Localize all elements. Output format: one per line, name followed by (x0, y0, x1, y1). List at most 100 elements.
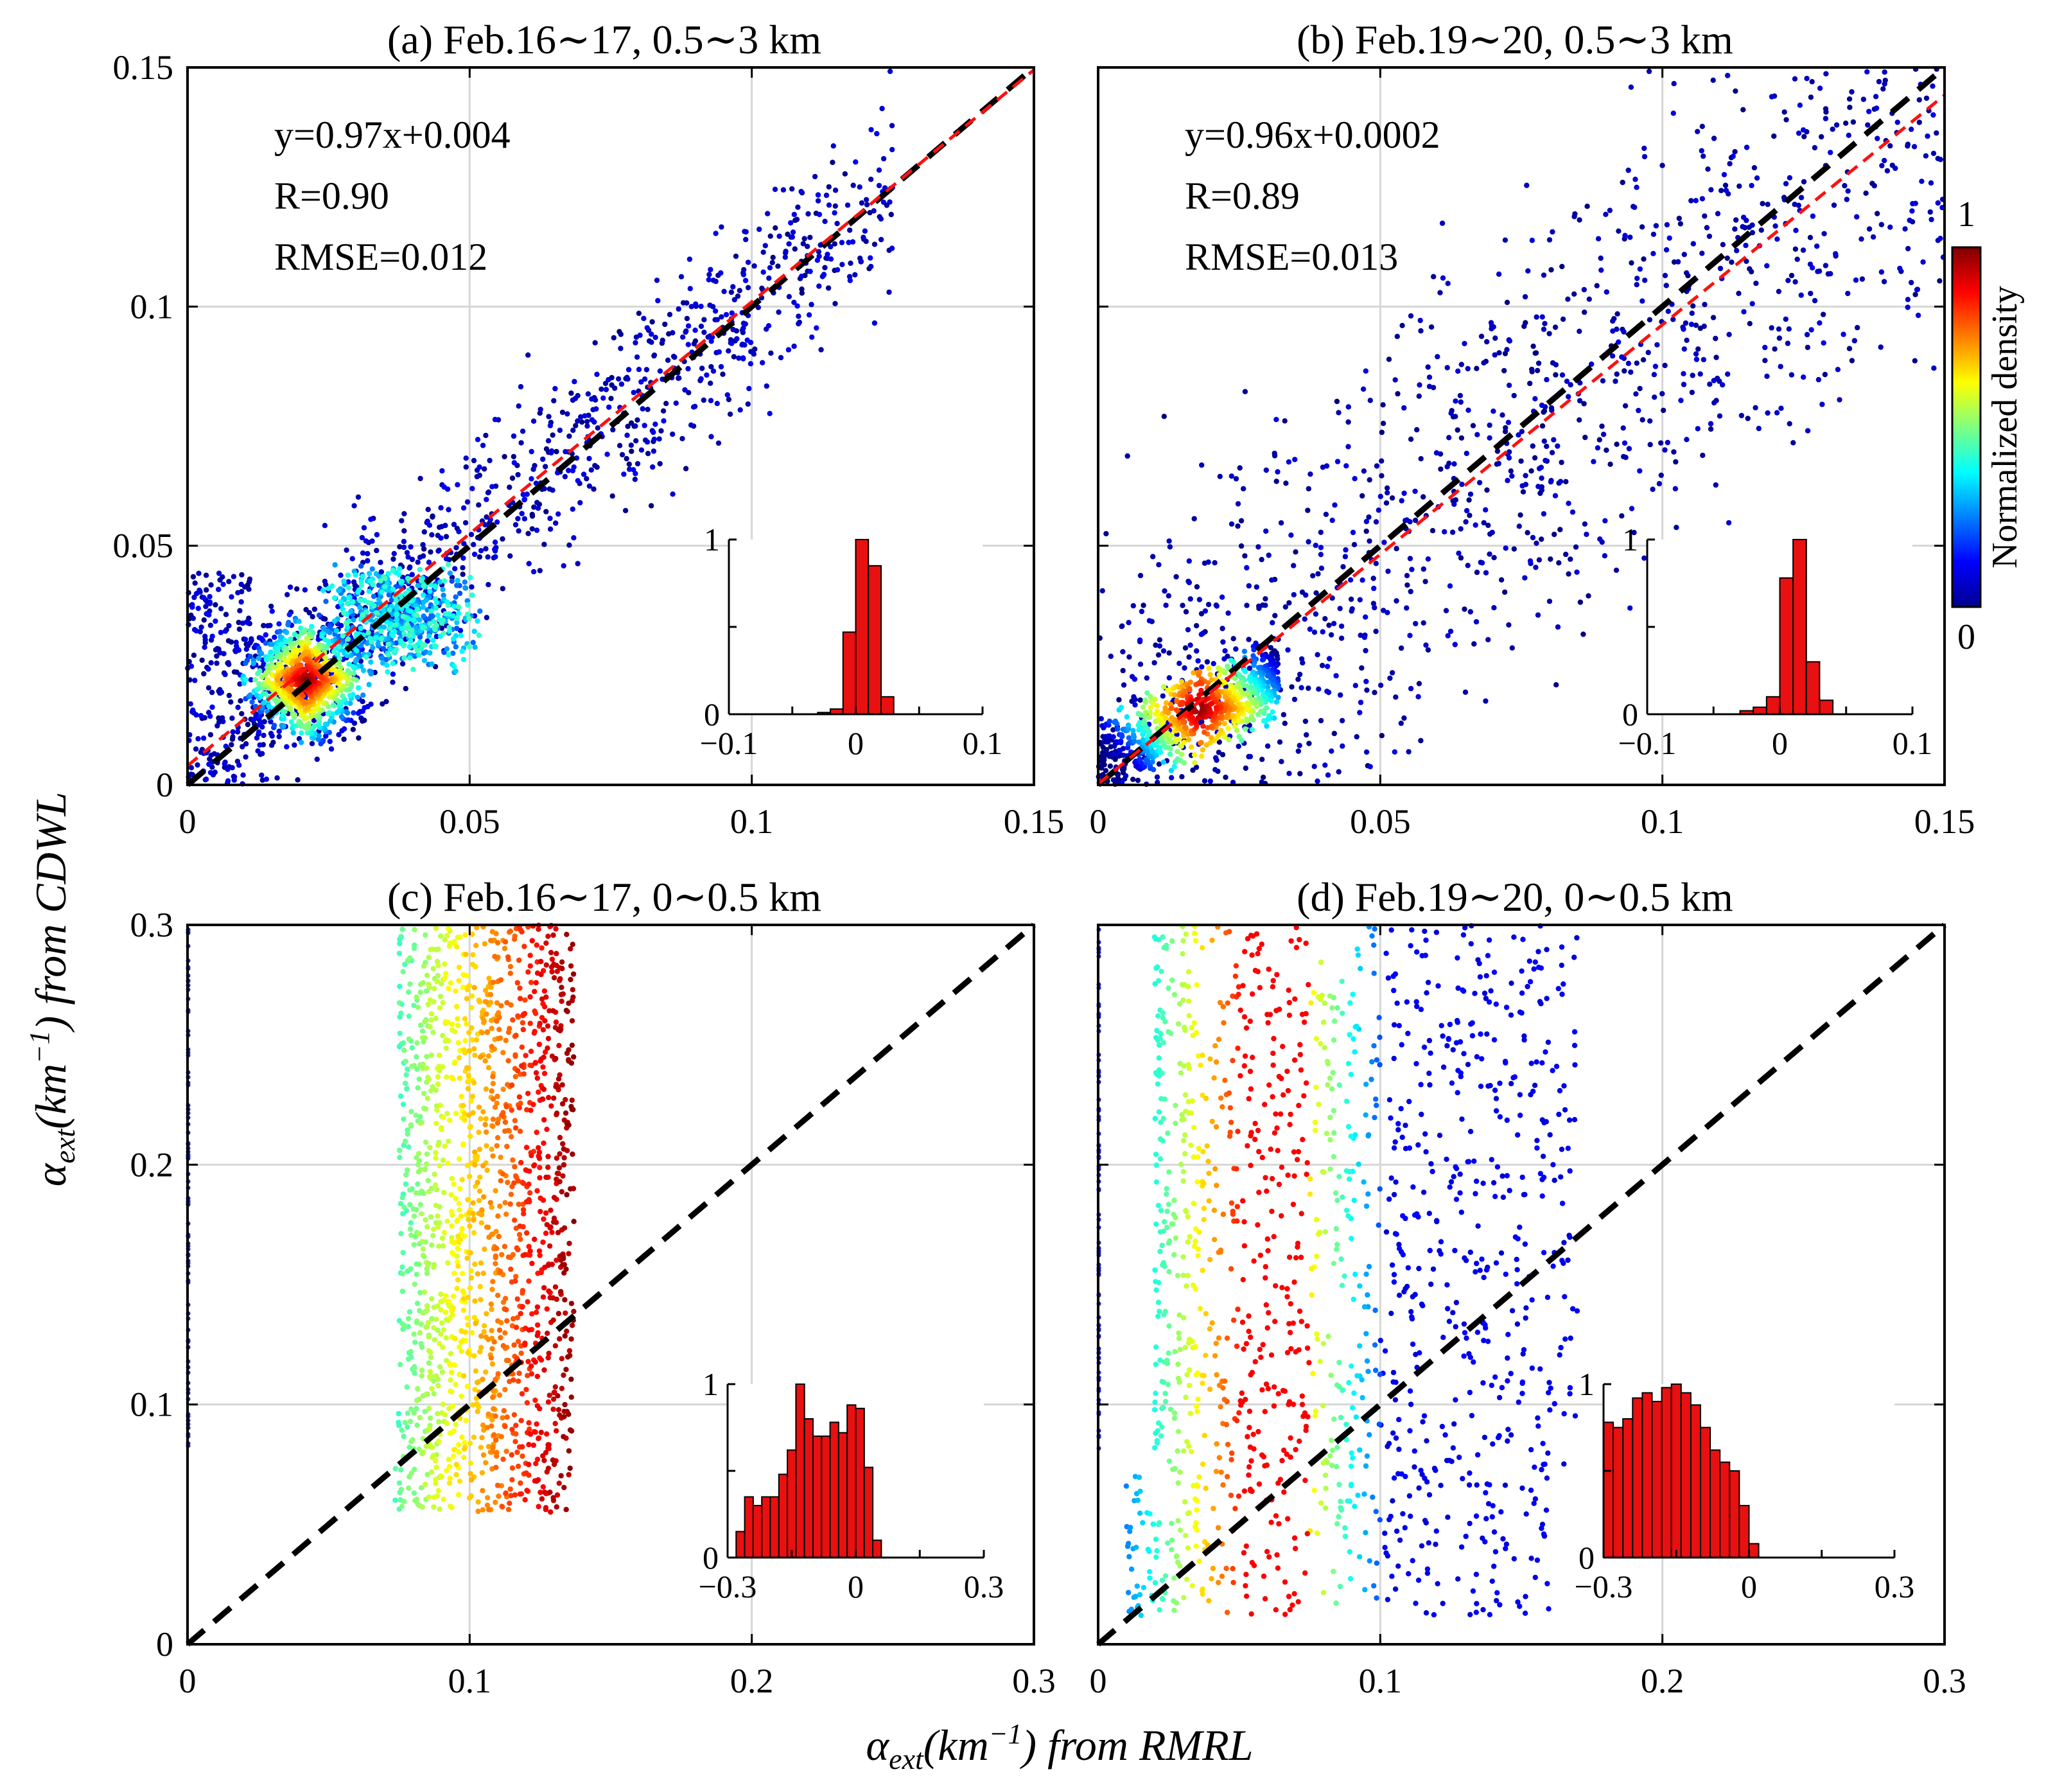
data-point (358, 715, 364, 721)
data-point (1407, 519, 1413, 525)
data-point (1812, 145, 1818, 151)
data-point (1539, 536, 1544, 542)
data-point (1511, 546, 1517, 552)
data-point (423, 1217, 428, 1223)
data-point (239, 711, 245, 717)
data-point (284, 744, 290, 750)
data-point (538, 407, 543, 412)
data-point (1642, 277, 1648, 283)
data-point (1788, 372, 1795, 378)
data-point (1897, 265, 1903, 272)
data-point (248, 677, 254, 683)
data-point (1313, 590, 1319, 596)
data-point (1717, 413, 1723, 419)
data-point (1754, 175, 1760, 181)
data-point (1380, 402, 1386, 408)
data-point (1574, 569, 1580, 575)
data-point (344, 600, 350, 606)
data-point (1383, 500, 1390, 506)
data-point (256, 685, 262, 691)
data-point (1772, 346, 1778, 352)
data-point (1320, 629, 1325, 635)
data-point (421, 1190, 426, 1197)
data-point (1395, 391, 1401, 397)
data-point (1647, 418, 1653, 424)
data-point (1559, 263, 1565, 270)
data-point (1815, 376, 1822, 383)
data-point (1548, 267, 1554, 273)
data-point (1598, 255, 1604, 261)
data-point (1232, 723, 1237, 729)
data-point (1306, 741, 1312, 746)
data-point (1665, 439, 1671, 446)
data-point (566, 433, 572, 439)
data-point (1185, 627, 1191, 633)
data-point (449, 578, 455, 584)
data-point (309, 741, 315, 746)
data-point (1733, 217, 1739, 223)
data-point (1359, 665, 1365, 671)
data-point (1702, 213, 1708, 219)
data-point (192, 580, 198, 586)
data-point (243, 619, 250, 625)
data-point (278, 681, 284, 687)
data-point (1596, 437, 1602, 443)
data-point (1678, 398, 1684, 403)
data-point (427, 588, 433, 594)
data-point (371, 593, 377, 599)
data-point (1232, 676, 1238, 681)
data-point (1550, 229, 1555, 235)
data-point (1912, 292, 1918, 297)
data-point (1487, 422, 1492, 428)
data-point (1628, 369, 1634, 375)
data-point (235, 590, 241, 595)
data-point (1563, 479, 1569, 485)
data-point (1911, 144, 1918, 150)
data-point (1528, 468, 1534, 474)
data-point (1408, 313, 1414, 319)
data-point (438, 505, 444, 511)
data-point (201, 617, 207, 623)
data-point (1421, 494, 1426, 500)
data-point (1634, 360, 1639, 366)
data-point (723, 312, 730, 318)
data-point (198, 713, 204, 719)
data-point (577, 500, 583, 505)
data-point (421, 658, 428, 663)
data-point (407, 1418, 414, 1425)
data-point (250, 660, 256, 667)
data-point (385, 570, 391, 577)
data-point (886, 289, 892, 295)
data-point (1157, 643, 1163, 649)
data-point (1179, 774, 1185, 780)
data-point (277, 628, 283, 635)
data-point (188, 663, 195, 669)
data-point (1507, 338, 1513, 344)
data-point (1216, 672, 1223, 678)
data-point (193, 712, 199, 718)
data-point (296, 719, 302, 725)
data-point (1150, 554, 1156, 559)
data-point (404, 1167, 410, 1173)
data-point (209, 633, 215, 639)
data-point (399, 1270, 406, 1277)
data-point (370, 645, 376, 651)
data-point (848, 260, 853, 266)
data-point (708, 338, 714, 344)
data-point (1846, 96, 1853, 102)
data-point (1850, 119, 1857, 125)
data-point (1453, 398, 1458, 404)
data-point (1186, 579, 1193, 586)
data-point (1807, 234, 1814, 240)
data-point (390, 586, 396, 592)
data-point (1414, 426, 1420, 433)
data-point (530, 568, 537, 575)
data-point (625, 376, 631, 382)
data-point (832, 188, 839, 193)
data-point (398, 638, 404, 644)
data-point (562, 473, 568, 480)
data-point (1845, 290, 1851, 297)
data-point (660, 408, 667, 414)
data-point (426, 1188, 432, 1195)
